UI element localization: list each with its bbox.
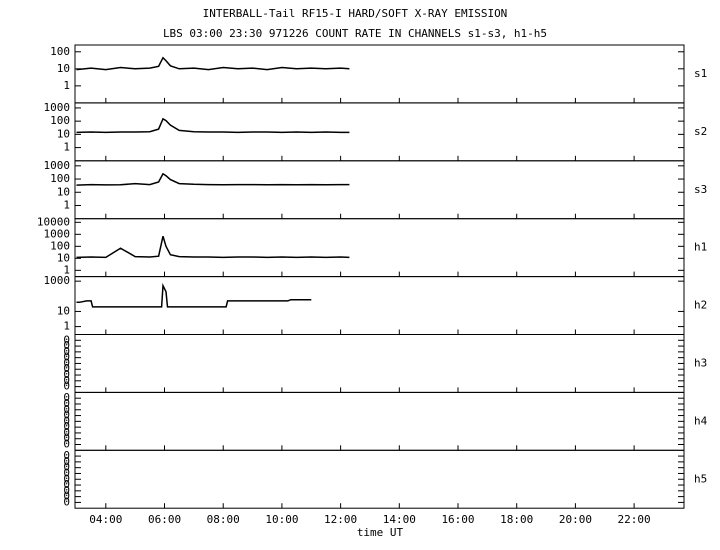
- data-line: [76, 282, 312, 308]
- panel-frame: [74, 102, 685, 162]
- y-tick-label: 10: [57, 62, 70, 75]
- x-axis-label: time UT: [357, 526, 404, 539]
- y-tick-label: 10: [57, 251, 70, 264]
- y-tick-label: 10000: [37, 215, 70, 228]
- channel-label: h4: [694, 414, 708, 427]
- y-tick-label: 100: [50, 172, 70, 185]
- x-tick-label: 10:00: [265, 513, 298, 526]
- data-line: [76, 117, 350, 134]
- y-tick-label: 100: [50, 239, 70, 252]
- y-tick-label: 1: [63, 263, 70, 276]
- y-tick-label: 0: [63, 461, 70, 474]
- y-tick-label: 0: [63, 438, 70, 451]
- y-tick-label: 1: [63, 79, 70, 92]
- y-tick-label: 0: [63, 484, 70, 497]
- data-line: [76, 235, 350, 259]
- chart-title: INTERBALL-Tail RF15-I HARD/SOFT X-RAY EM…: [203, 7, 508, 20]
- x-tick-label: 16:00: [441, 513, 474, 526]
- y-tick-label: 1000: [44, 227, 71, 240]
- y-tick-label: 0: [63, 490, 70, 503]
- y-tick-label: 0: [63, 455, 70, 468]
- y-tick-label: 0: [63, 478, 70, 491]
- panel-frame: [74, 449, 685, 509]
- x-tick-label: 22:00: [618, 513, 651, 526]
- panel-frame: [74, 391, 685, 451]
- data-line: [76, 56, 350, 71]
- x-tick-label: 06:00: [148, 513, 181, 526]
- channel-label: h3: [694, 356, 707, 369]
- y-tick-label: 10: [57, 185, 70, 198]
- y-tick-label: 1000: [44, 101, 71, 114]
- data-line: [76, 172, 350, 186]
- y-tick-label: 1: [63, 141, 70, 154]
- y-tick-label: 0: [63, 397, 70, 410]
- y-tick-label: 0: [63, 472, 70, 485]
- y-tick-label: 0: [63, 449, 70, 462]
- y-tick-label: 0: [63, 345, 70, 358]
- panel-frame: [74, 44, 685, 104]
- y-tick-label: 0: [63, 420, 70, 433]
- chart-subtitle: LBS 03:00 23:30 971226 COUNT RATE IN CHA…: [163, 27, 547, 40]
- y-tick-label: 100: [50, 45, 70, 58]
- y-tick-label: 1: [63, 320, 70, 333]
- x-tick-label: 12:00: [324, 513, 357, 526]
- panel-frame: [74, 334, 685, 393]
- y-tick-label: 1000: [44, 159, 71, 172]
- y-tick-label: 10: [57, 127, 70, 140]
- channel-label: s3: [694, 183, 707, 196]
- channel-label: s1: [694, 67, 707, 80]
- y-tick-label: 0: [63, 339, 70, 352]
- y-tick-label: 1000: [44, 274, 71, 287]
- channel-label: h1: [694, 241, 707, 254]
- channel-label: h5: [694, 472, 707, 485]
- y-tick-label: 10: [57, 304, 70, 317]
- channel-label: h2: [694, 299, 707, 312]
- x-tick-label: 18:00: [500, 513, 533, 526]
- x-tick-label: 04:00: [89, 513, 122, 526]
- y-tick-label: 0: [63, 495, 70, 508]
- y-tick-label: 1: [63, 198, 70, 211]
- y-tick-label: 0: [63, 403, 70, 416]
- panel-frame: [74, 160, 685, 220]
- y-tick-label: 0: [63, 374, 70, 387]
- y-tick-label: 0: [63, 391, 70, 404]
- y-tick-label: 0: [63, 362, 70, 375]
- x-tick-label: 20:00: [559, 513, 592, 526]
- y-tick-label: 0: [63, 368, 70, 381]
- x-tick-label: 08:00: [207, 513, 240, 526]
- y-tick-label: 100: [50, 114, 70, 127]
- y-tick-label: 0: [63, 380, 70, 393]
- y-tick-label: 0: [63, 414, 70, 427]
- y-tick-label: 0: [63, 409, 70, 422]
- y-tick-label: 0: [63, 351, 70, 364]
- x-tick-label: 14:00: [383, 513, 416, 526]
- panel-frame: [74, 276, 685, 336]
- y-tick-label: 0: [63, 333, 70, 346]
- channel-label: s2: [694, 125, 707, 138]
- y-tick-label: 0: [63, 432, 70, 445]
- y-tick-label: 0: [63, 426, 70, 439]
- y-tick-label: 0: [63, 466, 70, 479]
- y-tick-label: 0: [63, 356, 70, 369]
